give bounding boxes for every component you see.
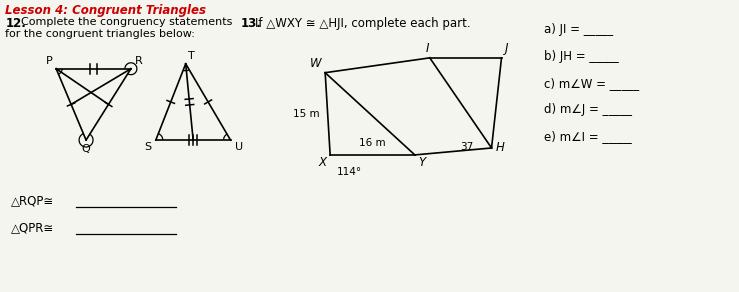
Text: X: X (319, 156, 326, 169)
Text: S: S (145, 142, 151, 152)
Text: e) m∠I = _____: e) m∠I = _____ (545, 130, 632, 143)
Text: 37: 37 (460, 142, 474, 152)
Text: P: P (45, 56, 52, 66)
Text: U: U (234, 142, 242, 152)
Text: △RQP≅: △RQP≅ (11, 194, 55, 208)
Text: I: I (426, 42, 429, 55)
Text: If △WXY ≅ △HJI, complete each part.: If △WXY ≅ △HJI, complete each part. (256, 17, 471, 30)
Text: J: J (505, 42, 508, 55)
Text: H: H (496, 142, 505, 154)
Text: b) JH = _____: b) JH = _____ (545, 50, 619, 63)
Text: Q: Q (82, 144, 90, 154)
Text: c) m∠W = _____: c) m∠W = _____ (545, 77, 639, 90)
Text: Y: Y (418, 156, 425, 169)
Text: for the congruent triangles below:: for the congruent triangles below: (5, 29, 195, 39)
Text: Complete the congruency statements: Complete the congruency statements (21, 17, 233, 27)
Text: 16 m: 16 m (359, 138, 386, 148)
Text: d) m∠J = _____: d) m∠J = _____ (545, 103, 633, 117)
Text: 13.: 13. (240, 17, 262, 30)
Text: Lesson 4: Congruent Triangles: Lesson 4: Congruent Triangles (5, 4, 206, 17)
Text: 114°: 114° (337, 167, 362, 177)
Text: R: R (135, 56, 143, 66)
Text: W: W (310, 57, 321, 70)
Text: a) JI = _____: a) JI = _____ (545, 23, 613, 36)
Text: △QPR≅: △QPR≅ (11, 221, 55, 234)
Text: 12.: 12. (5, 17, 27, 30)
Text: T: T (188, 51, 194, 61)
Text: 15 m: 15 m (293, 109, 320, 119)
